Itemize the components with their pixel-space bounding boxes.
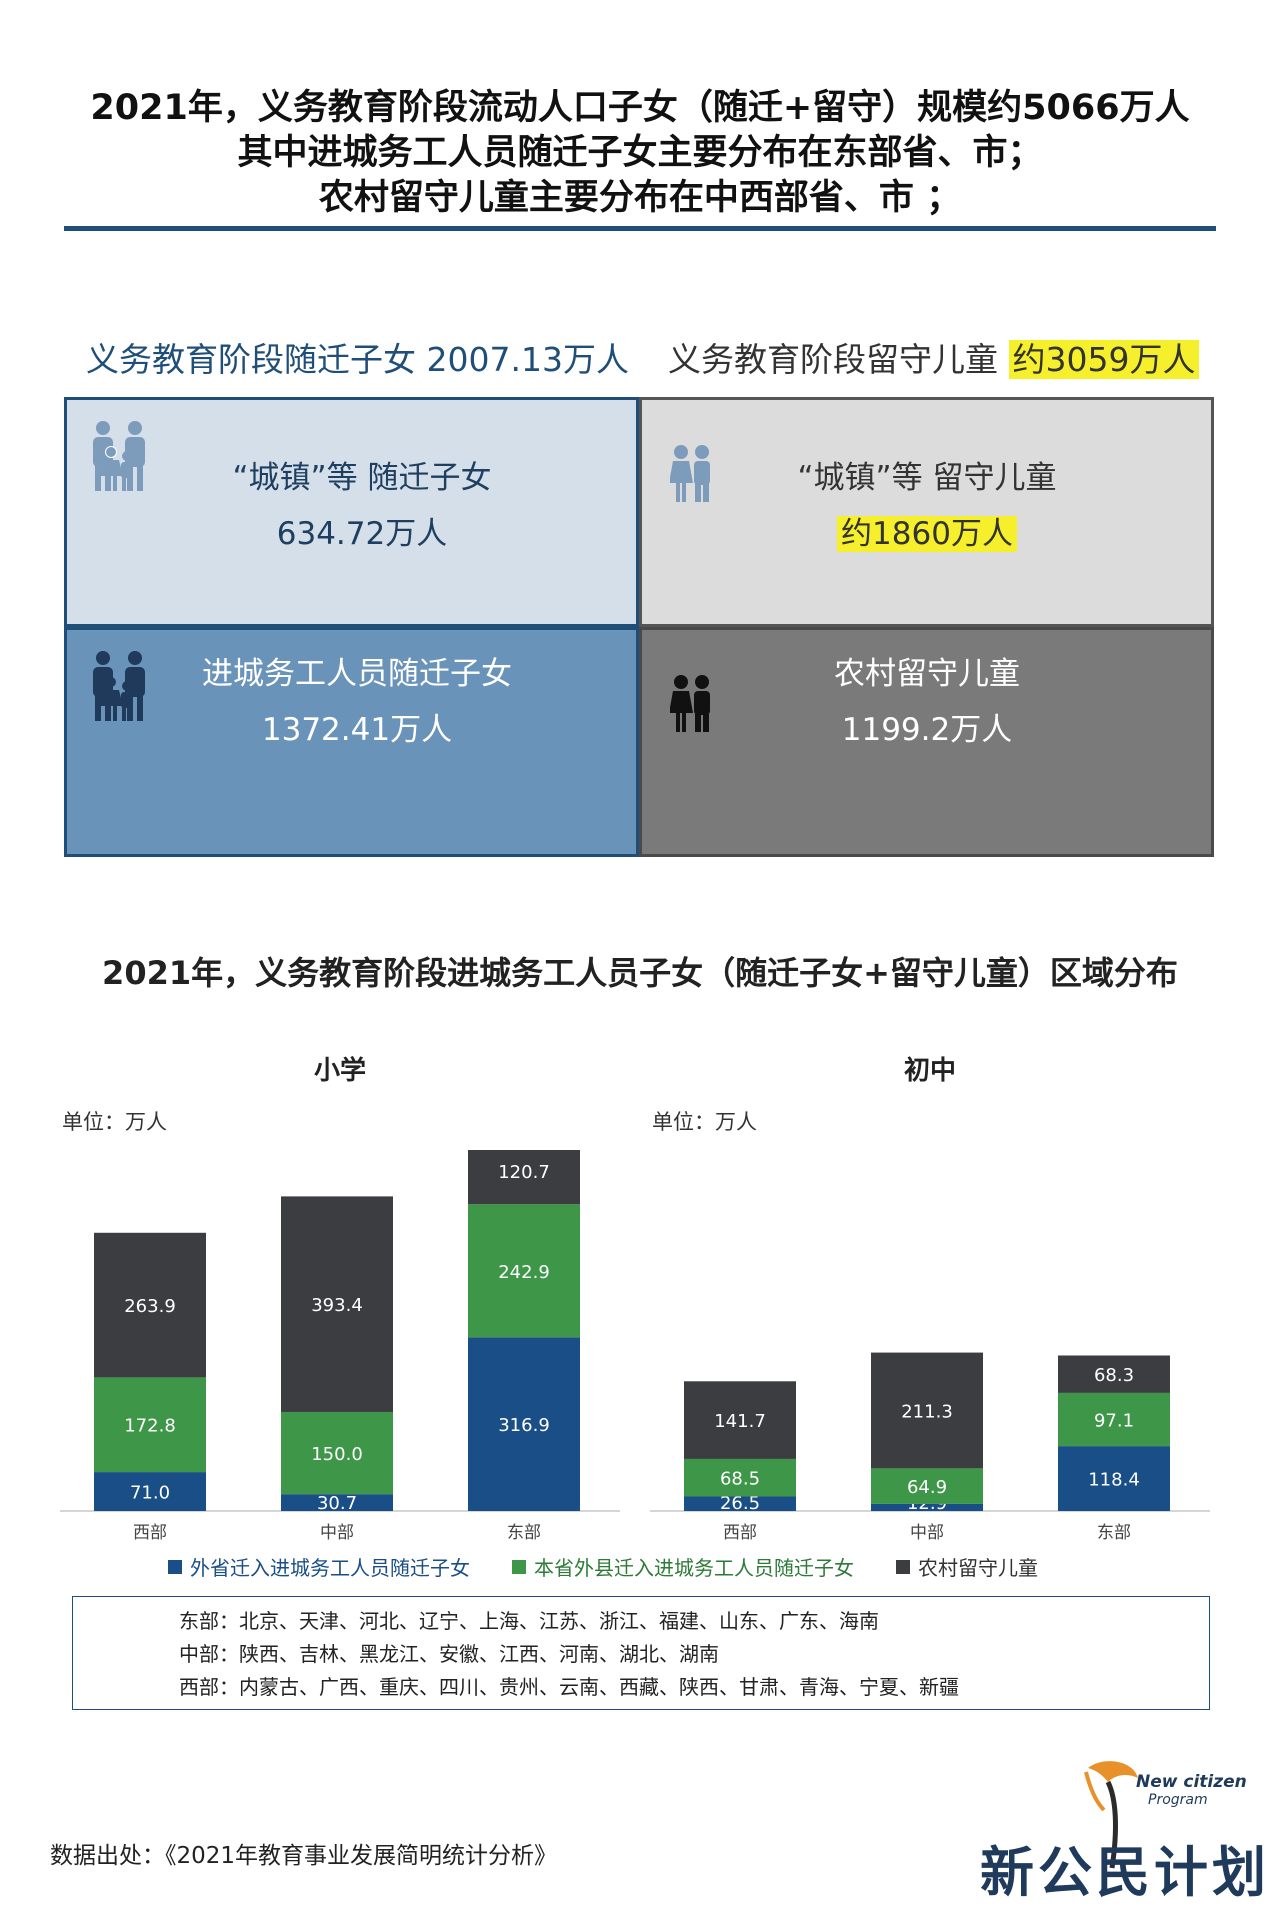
logo-subtitle-1: New citizen bbox=[1136, 1772, 1247, 1792]
cell-rural-left-behind: 农村留守儿童 1199.2万人 bbox=[639, 627, 1214, 857]
data-label-east-blue: 316.9 bbox=[498, 1415, 550, 1436]
bar-central-green bbox=[281, 1411, 393, 1495]
x-tick-label-west: 西部 bbox=[723, 1523, 757, 1543]
bar-east-blue bbox=[1058, 1446, 1170, 1511]
data-source: 数据出处：《2021年教育事业发展简明统计分析》 bbox=[50, 1843, 558, 1869]
data-label-east-blue: 118.4 bbox=[1088, 1470, 1140, 1491]
x-tick-label-east: 东部 bbox=[507, 1523, 541, 1543]
data-label-central-green: 64.9 bbox=[907, 1477, 947, 1498]
children-icon bbox=[669, 674, 714, 738]
chart-middle-svg: 26.568.5141.7西部12.964.9211.3中部118.497.16… bbox=[650, 1352, 1210, 1543]
data-label-west-dark: 141.7 bbox=[714, 1411, 766, 1432]
legend-label-green: 本省外县迁入进城务工人员随迁子女 bbox=[534, 1556, 854, 1580]
summary-left-behind: 义务教育阶段留守儿童 约3059万人 bbox=[668, 333, 1200, 387]
chart-legend: 外省迁入进城务工人员随迁子女 本省外县迁入进城务工人员随迁子女 农村留守儿童 bbox=[168, 1552, 1038, 1581]
data-label-central-dark: 393.4 bbox=[311, 1295, 363, 1316]
legend-label-dark: 农村留守儿童 bbox=[918, 1556, 1038, 1580]
cell-urban-migrant-value: 634.72万人 bbox=[276, 516, 448, 552]
summary-left-behind-value: 约3059万人 bbox=[1008, 340, 1200, 379]
legend-item-blue: 外省迁入进城务工人员随迁子女 bbox=[168, 1552, 470, 1581]
header-divider bbox=[64, 226, 1216, 231]
region-west: 西部：内蒙古、广西、重庆、四川、贵州、云南、西藏、陕西、甘肃、青海、宁夏、新疆 bbox=[179, 1675, 959, 1699]
cell-rural-left-behind-label: 农村留守儿童 bbox=[834, 656, 1020, 692]
bar-west-green bbox=[684, 1458, 796, 1497]
chart-middle-title: 初中 bbox=[903, 1056, 956, 1086]
legend-swatch-blue bbox=[168, 1559, 182, 1574]
data-label-east-green: 242.9 bbox=[498, 1262, 550, 1283]
chart-middle: 初中 单位：万人 26.568.5141.7西部12.964.9211.3中部1… bbox=[630, 1050, 1230, 1543]
bar-west-blue bbox=[684, 1496, 796, 1511]
cell-worker-migrant-value: 1372.41万人 bbox=[261, 712, 453, 748]
summary-grid: “城镇”等 随迁子女 634.72万人 “城镇”等 留守儿童 约1860万人 bbox=[64, 397, 1214, 857]
legend-item-green: 本省外县迁入进城务工人员随迁子女 bbox=[512, 1552, 854, 1581]
cell-rural-left-behind-value: 1199.2万人 bbox=[841, 712, 1013, 748]
data-label-west-dark: 263.9 bbox=[124, 1296, 176, 1317]
page-header: 2021年，义务教育阶段流动人口子女（随迁+留守）规模约5066万人 其中进城务… bbox=[64, 86, 1216, 221]
cell-urban-left-behind-value: 约1860万人 bbox=[837, 516, 1017, 552]
region-central: 中部：陕西、吉林、黑龙江、安徽、江西、河南、湖北、湖南 bbox=[179, 1642, 719, 1666]
family-icon bbox=[87, 650, 151, 728]
data-label-east-dark: 68.3 bbox=[1094, 1365, 1134, 1386]
summary-migrant-total: 义务教育阶段随迁子女 2007.13万人 bbox=[86, 340, 629, 379]
bar-west-dark bbox=[684, 1381, 796, 1459]
x-tick-label-central: 中部 bbox=[910, 1523, 944, 1543]
cell-urban-migrant: “城镇”等 随迁子女 634.72万人 bbox=[64, 397, 639, 627]
header-line-1: 2021年，义务教育阶段流动人口子女（随迁+留守）规模约5066万人 bbox=[90, 88, 1190, 128]
legend-swatch-dark bbox=[896, 1559, 910, 1574]
cell-urban-migrant-label: “城镇”等 随迁子女 bbox=[232, 460, 492, 496]
region-definitions: 东部：北京、天津、河北、辽宁、上海、江苏、浙江、福建、山东、广东、海南 中部：陕… bbox=[72, 1596, 1210, 1710]
data-label-east-green: 97.1 bbox=[1094, 1411, 1134, 1432]
bar-east-blue bbox=[468, 1337, 580, 1511]
cell-urban-left-behind: “城镇”等 留守儿童 约1860万人 bbox=[639, 397, 1214, 627]
data-label-west-blue: 26.5 bbox=[720, 1493, 760, 1514]
chart-primary-svg: 71.0 172.8 263.9 西部 30.7 150.0 393.4 中部 316.9 242… bbox=[60, 1150, 620, 1543]
chart-primary-title: 小学 bbox=[313, 1056, 366, 1086]
bar-east-dark bbox=[1058, 1355, 1170, 1393]
bar-central-blue bbox=[281, 1494, 393, 1511]
bar-east-dark bbox=[468, 1150, 580, 1205]
family-icon bbox=[87, 420, 151, 498]
header-line-3: 农村留守儿童主要分布在中西部省、市 ； bbox=[318, 178, 962, 218]
chart-middle-unit: 单位：万人 bbox=[652, 1110, 757, 1134]
logo-subtitle-2: Program bbox=[1148, 1792, 1208, 1808]
header-line-2: 其中进城务工人员随迁子女主要分布在东部省、市； bbox=[237, 133, 1043, 173]
x-tick-label-east: 东部 bbox=[1097, 1523, 1131, 1543]
children-icon bbox=[669, 444, 714, 508]
bar-east-green bbox=[468, 1204, 580, 1338]
x-tick-label-central: 中部 bbox=[320, 1523, 354, 1543]
bar-west-dark bbox=[94, 1232, 206, 1378]
data-label-central-dark: 211.3 bbox=[901, 1401, 953, 1422]
brand-logo: New citizen Program 新公民计划 bbox=[968, 1758, 1266, 1908]
summary-left-behind-label: 义务教育阶段留守儿童 bbox=[668, 340, 998, 379]
data-label-west-green: 172.8 bbox=[124, 1416, 176, 1437]
cell-urban-left-behind-label: “城镇”等 留守儿童 bbox=[797, 460, 1057, 496]
mushroom-logo-icon bbox=[1084, 1761, 1138, 1869]
bar-central-blue bbox=[871, 1503, 983, 1511]
data-label-central-blue: 30.7 bbox=[317, 1493, 357, 1514]
chart-primary-unit: 单位：万人 bbox=[62, 1110, 167, 1134]
bar-east-green bbox=[1058, 1392, 1170, 1447]
legend-label-blue: 外省迁入进城务工人员随迁子女 bbox=[190, 1556, 470, 1580]
chart-section-title: 2021年，义务教育阶段进城务工人员子女（随迁子女+留守儿童）区域分布 bbox=[102, 954, 1178, 992]
cell-worker-migrant-label: 进城务工人员随迁子女 bbox=[202, 656, 512, 692]
bar-west-green bbox=[94, 1377, 206, 1473]
data-label-west-green: 68.5 bbox=[720, 1469, 760, 1490]
legend-swatch-green bbox=[512, 1559, 526, 1574]
cell-worker-migrant: 进城务工人员随迁子女 1372.41万人 bbox=[64, 627, 639, 857]
x-tick-label-west: 西部 bbox=[133, 1523, 167, 1543]
bar-central-dark bbox=[871, 1352, 983, 1469]
chart-primary: 小学 单位：万人 71.0 172.8 263.9 西部 30.7 150.0 393.4 中… bbox=[40, 1050, 640, 1543]
data-label-central-green: 150.0 bbox=[311, 1444, 363, 1465]
bar-central-green bbox=[871, 1468, 983, 1504]
bar-central-dark bbox=[281, 1196, 393, 1412]
data-label-west-blue: 71.0 bbox=[130, 1483, 170, 1504]
data-label-east-dark: 120.7 bbox=[498, 1162, 550, 1183]
region-east: 东部：北京、天津、河北、辽宁、上海、江苏、浙江、福建、山东、广东、海南 bbox=[179, 1609, 879, 1633]
logo-wordmark: 新公民计划 bbox=[980, 1840, 1270, 1904]
bar-west-blue bbox=[94, 1472, 206, 1511]
legend-item-dark: 农村留守儿童 bbox=[896, 1552, 1038, 1581]
